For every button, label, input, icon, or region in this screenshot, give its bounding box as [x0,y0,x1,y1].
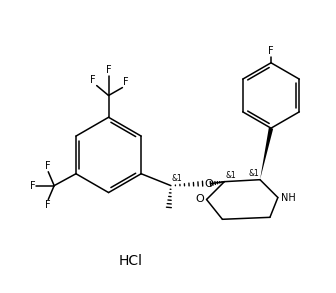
Text: F: F [268,46,274,56]
Text: &1: &1 [172,174,183,183]
Text: F: F [45,161,51,171]
Text: HCl: HCl [118,254,142,268]
Text: F: F [30,180,35,191]
Text: NH: NH [281,193,296,202]
Text: F: F [90,75,96,85]
Text: F: F [106,65,111,75]
Text: &1: &1 [248,169,259,178]
Text: F: F [123,76,129,86]
Polygon shape [260,128,273,180]
Text: O: O [196,195,205,205]
Text: F: F [45,200,51,210]
Text: &1: &1 [225,171,236,180]
Text: O: O [205,179,213,189]
